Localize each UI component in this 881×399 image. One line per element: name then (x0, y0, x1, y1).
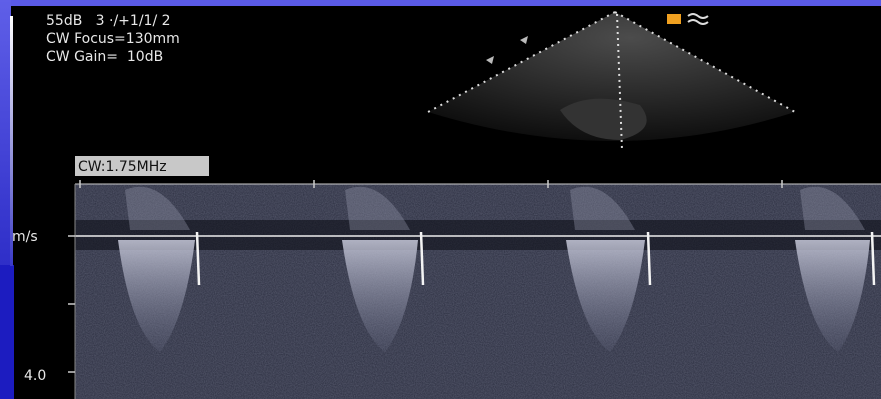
header-line: 55dB 3 ·/+1/1/ 2 (46, 13, 171, 29)
sector-image (428, 12, 795, 150)
header-line: CW Gain= 10dB (46, 49, 163, 65)
scale-label: 4.0 (24, 368, 46, 384)
orientation-icon (667, 14, 681, 24)
freeze-icon (688, 14, 708, 24)
ultrasound-screen: 55dB 3 ·/+1/1/ 2 CW Focus=130mm CW Gain=… (0, 0, 881, 399)
velocity-ticks (68, 236, 75, 372)
doppler-spectrum (68, 180, 881, 399)
page: 55dB 3 ·/+1/1/ 2 CW Focus=130mm CW Gain=… (0, 0, 881, 399)
header-line: CW Focus=130mm (46, 31, 180, 47)
spectrum-noise (75, 184, 881, 399)
unit-label: m/s (12, 229, 38, 245)
left-frame-lower (0, 265, 14, 399)
depth-markers (486, 36, 528, 64)
mode-label: CW:1.75MHz (78, 159, 167, 175)
top-frame (0, 0, 881, 6)
header-text: 55dB 3 ·/+1/1/ 2 CW Focus=130mm CW Gain=… (46, 13, 180, 65)
